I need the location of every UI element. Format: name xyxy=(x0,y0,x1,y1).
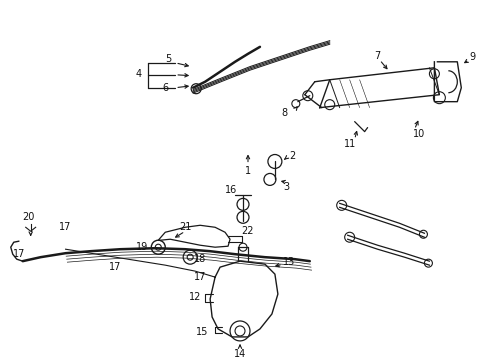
Text: 17: 17 xyxy=(109,262,122,272)
Text: 12: 12 xyxy=(188,292,201,302)
Text: 18: 18 xyxy=(194,254,206,264)
Text: 14: 14 xyxy=(233,349,245,359)
Text: 20: 20 xyxy=(22,212,35,222)
Text: 17: 17 xyxy=(194,272,206,282)
Text: 21: 21 xyxy=(179,222,191,232)
Text: 13: 13 xyxy=(282,257,294,267)
Text: 16: 16 xyxy=(224,185,237,195)
Text: 8: 8 xyxy=(281,108,287,118)
Text: 11: 11 xyxy=(343,139,355,149)
Text: 22: 22 xyxy=(241,226,254,236)
Text: 2: 2 xyxy=(289,150,295,161)
Text: 3: 3 xyxy=(283,183,289,192)
Text: 17: 17 xyxy=(13,249,25,259)
Text: 19: 19 xyxy=(136,242,148,252)
Text: 15: 15 xyxy=(196,327,208,337)
Text: 10: 10 xyxy=(412,129,425,139)
Text: 7: 7 xyxy=(374,51,380,61)
Text: 9: 9 xyxy=(468,52,474,62)
Text: 6: 6 xyxy=(162,83,168,93)
Text: 17: 17 xyxy=(59,222,72,232)
Text: 1: 1 xyxy=(244,166,250,176)
Text: 4: 4 xyxy=(135,69,141,79)
Text: 5: 5 xyxy=(165,54,171,64)
